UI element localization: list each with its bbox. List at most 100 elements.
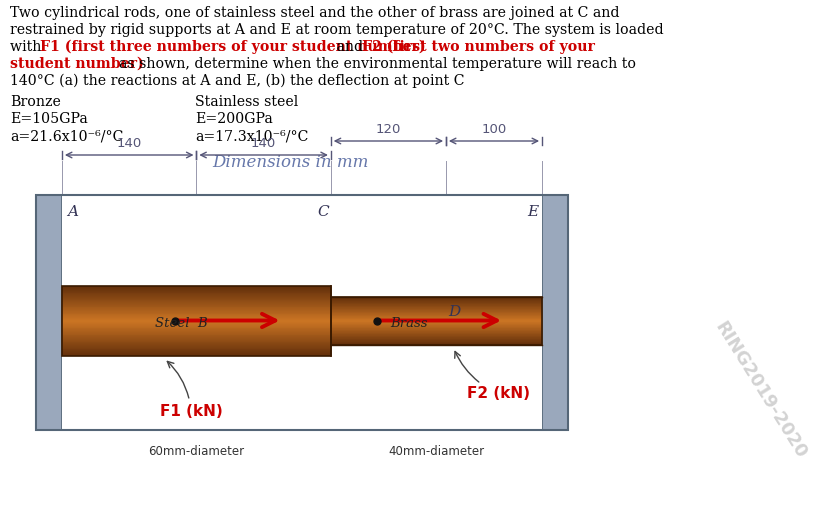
Bar [62, 333, 331, 334]
Bar [331, 345, 542, 355]
Bar [62, 325, 331, 326]
Bar [36, 195, 62, 430]
Bar [62, 347, 331, 348]
Bar [62, 340, 331, 342]
Text: Stainless steel: Stainless steel [195, 95, 298, 109]
Text: A: A [67, 205, 78, 219]
Bar [331, 321, 542, 322]
Bar [62, 304, 331, 305]
Bar [62, 329, 331, 330]
Bar [331, 313, 542, 314]
Bar [36, 195, 568, 430]
Bar [62, 293, 331, 294]
Bar [62, 324, 331, 325]
Bar [331, 330, 542, 331]
Bar [62, 300, 331, 301]
Text: Dimensions in mm: Dimensions in mm [212, 154, 368, 171]
Bar [62, 310, 331, 311]
Bar [36, 195, 568, 430]
Bar [331, 335, 542, 336]
Bar [331, 314, 542, 315]
Bar [331, 327, 542, 328]
Bar [62, 291, 331, 292]
Bar [62, 349, 331, 350]
Bar [62, 319, 331, 321]
Text: F2 (first two numbers of your: F2 (first two numbers of your [362, 40, 595, 54]
Text: E=200GPa: E=200GPa [195, 112, 272, 126]
Bar [62, 334, 331, 335]
Bar [331, 337, 542, 338]
Bar [62, 338, 331, 339]
Bar [62, 352, 331, 353]
Text: F1 (kN): F1 (kN) [160, 361, 222, 418]
Bar [62, 308, 331, 309]
Bar [62, 297, 331, 298]
Text: and: and [332, 40, 368, 54]
Bar [331, 334, 542, 335]
Bar [62, 290, 331, 291]
Bar [62, 313, 331, 314]
Bar [331, 323, 542, 324]
Text: Two cylindrical rods, one of stainless steel and the other of brass are joined a: Two cylindrical rods, one of stainless s… [10, 6, 619, 20]
Bar [62, 337, 331, 338]
Bar [62, 328, 331, 329]
Bar [331, 328, 542, 329]
Bar [62, 286, 331, 287]
Bar [62, 286, 331, 355]
Bar [62, 298, 331, 300]
Bar [331, 306, 542, 307]
Bar [331, 310, 542, 311]
Bar [331, 344, 542, 345]
Bar [62, 332, 331, 333]
Text: Brass: Brass [390, 317, 427, 330]
Text: D: D [448, 305, 460, 318]
Text: 120: 120 [375, 123, 401, 136]
Bar [62, 295, 331, 296]
Bar [331, 333, 542, 334]
Bar [62, 307, 331, 308]
Bar [331, 316, 542, 317]
Bar [62, 311, 331, 312]
Bar [62, 306, 331, 307]
Bar [331, 320, 542, 321]
Bar [331, 343, 542, 344]
Bar [62, 314, 331, 315]
Bar [62, 302, 331, 303]
Bar [331, 296, 542, 297]
Bar [62, 344, 331, 345]
Bar [62, 296, 331, 297]
Bar [331, 322, 542, 323]
Bar [62, 317, 331, 318]
Bar [62, 312, 331, 313]
Bar [331, 300, 542, 301]
Bar [62, 287, 331, 288]
Bar [331, 331, 542, 332]
Text: student number): student number) [10, 57, 144, 71]
Bar [331, 341, 542, 342]
Bar [331, 340, 542, 341]
Bar [542, 195, 568, 430]
Bar [62, 336, 331, 337]
Bar [62, 294, 331, 295]
Bar [62, 330, 331, 331]
Bar [62, 354, 331, 355]
Text: F2 (kN): F2 (kN) [455, 351, 530, 401]
Text: as shown, determine when the environmental temperature will reach to: as shown, determine when the environment… [110, 57, 636, 71]
Bar [331, 312, 542, 313]
Bar [331, 299, 542, 300]
Text: 140: 140 [116, 137, 142, 150]
Bar [62, 315, 331, 316]
Text: restrained by rigid supports at A and E at room temperature of 20°C. The system : restrained by rigid supports at A and E … [10, 23, 664, 37]
Text: with: with [10, 40, 46, 54]
Bar [331, 307, 542, 308]
Bar [331, 339, 542, 340]
Bar [331, 315, 542, 316]
Bar [331, 304, 542, 305]
Bar [331, 297, 542, 298]
Bar [331, 298, 542, 299]
Text: 60mm-diameter: 60mm-diameter [148, 445, 245, 458]
Bar [331, 286, 542, 296]
Bar [62, 331, 331, 332]
Bar [62, 348, 331, 349]
Bar [331, 318, 542, 319]
